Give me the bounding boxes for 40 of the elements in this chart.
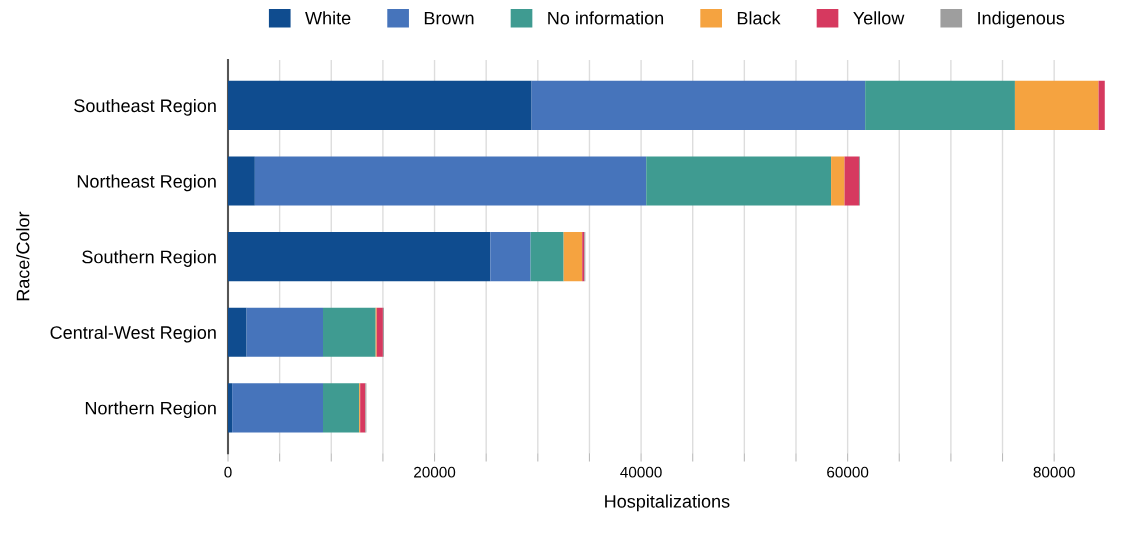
bar [232, 383, 324, 433]
legend-label: Brown [424, 11, 474, 25]
legend-label: Yellow [853, 11, 905, 25]
bar [228, 307, 247, 357]
x-axis-title: Hospitalizations [605, 494, 730, 512]
legend-label: Black [737, 11, 781, 25]
bar [254, 156, 647, 206]
x-tick-label: 40000 [620, 466, 662, 478]
bar [246, 307, 324, 357]
x-tick-label: 80000 [1033, 466, 1075, 478]
y-tick-label: Southeast Region [74, 98, 216, 116]
bar [831, 156, 845, 206]
bar [228, 383, 233, 433]
bar [228, 232, 491, 282]
x-tick-label: 60000 [827, 466, 869, 478]
x-tick-label: 0 [224, 466, 232, 478]
legend-label: No information [548, 11, 664, 25]
bar [490, 232, 531, 282]
bar [360, 383, 366, 433]
bar [646, 156, 832, 206]
bar [1014, 80, 1099, 130]
bar [228, 80, 532, 130]
bar [530, 232, 564, 282]
legend-label: Indigenous [978, 11, 1065, 29]
bar [376, 307, 383, 357]
bar [228, 156, 255, 206]
y-tick-label: Central-West Region [50, 325, 216, 343]
y-tick-label: Southern Region [82, 250, 216, 267]
bar [865, 80, 1015, 130]
legend-label: White [305, 11, 351, 25]
y-tick-label: Northeast Region [77, 174, 216, 192]
bar [531, 80, 866, 130]
bar [844, 156, 859, 206]
bar [1098, 80, 1105, 130]
y-axis-title: Race/Color [16, 211, 30, 301]
y-tick-label: Northern Region [85, 401, 216, 419]
bar [323, 307, 376, 357]
bar [323, 383, 360, 433]
x-tick-label: 20000 [414, 466, 456, 478]
bar [563, 232, 583, 282]
